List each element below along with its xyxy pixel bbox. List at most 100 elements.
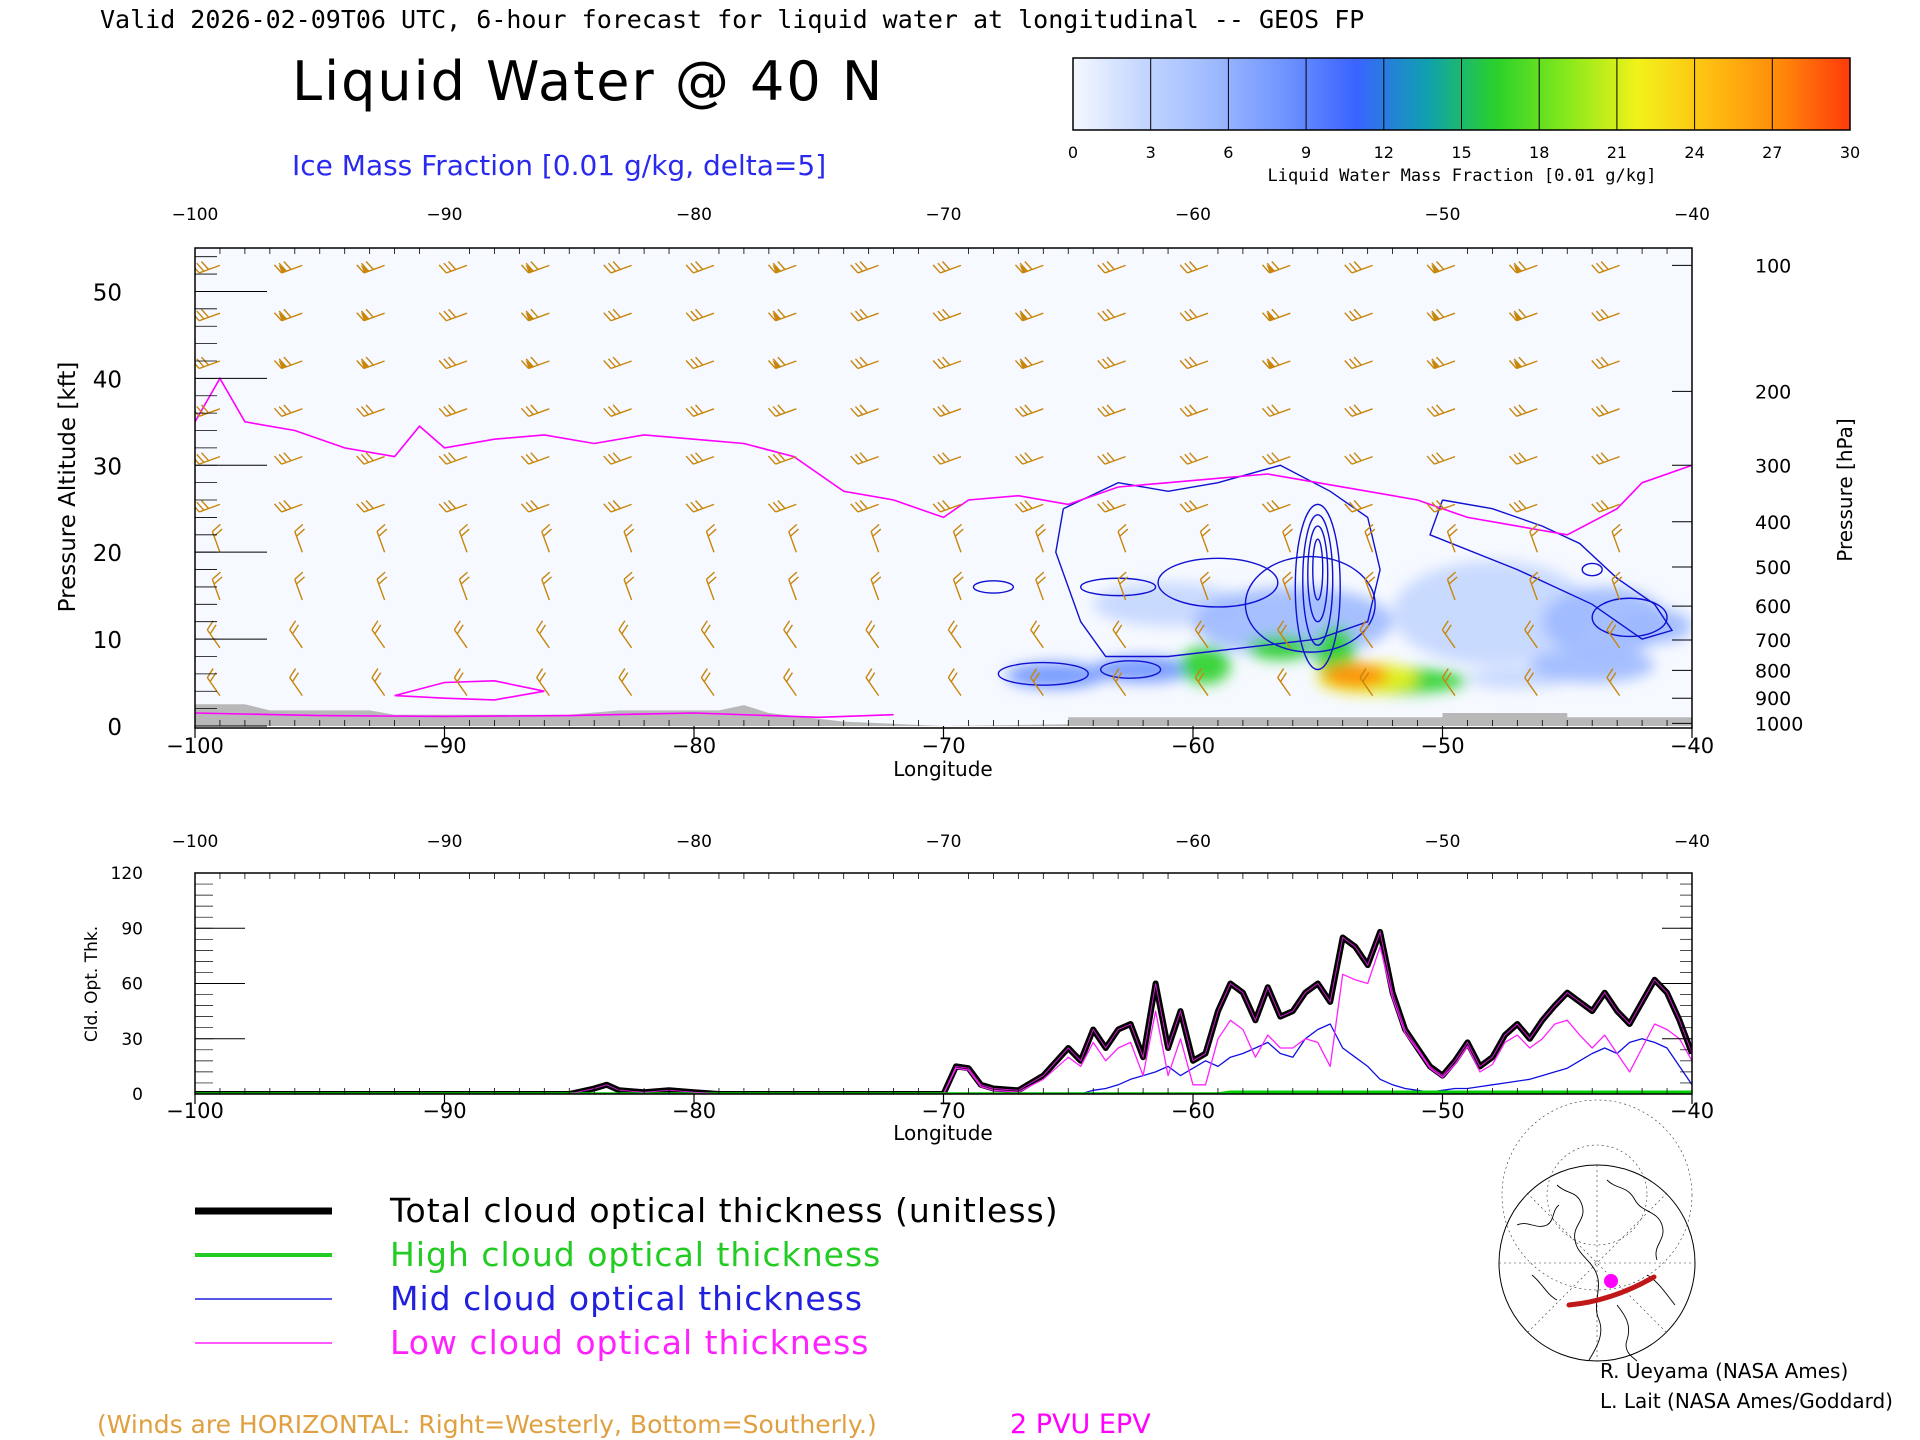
wind-barb	[952, 571, 964, 601]
wind-barb	[1359, 620, 1374, 649]
wind-barb	[1097, 404, 1126, 417]
wind-barb	[1591, 500, 1620, 513]
wind-barb	[1606, 620, 1621, 649]
wind-barb	[603, 500, 632, 513]
wind-barb	[1529, 523, 1540, 553]
wind-barb	[520, 452, 550, 465]
wind-barb	[273, 261, 303, 274]
wind-barb	[273, 452, 303, 465]
wind-barb	[700, 668, 715, 697]
top-y-tick-label: 40	[93, 367, 122, 393]
bottom-x-tick-label: −40	[1670, 1099, 1714, 1123]
wind-barb	[1344, 308, 1373, 322]
pressure-tick-label: 200	[1755, 381, 1791, 403]
wind-barb	[865, 668, 880, 697]
wind-barb	[1014, 261, 1044, 274]
wind-barb	[438, 356, 468, 370]
wind-barb	[1591, 261, 1620, 274]
wind-barb	[618, 668, 633, 697]
wind-barb	[541, 523, 552, 553]
bottom-x-tick-label-upper: −90	[427, 832, 463, 852]
ice-contour	[997, 661, 1089, 686]
wind-barb	[356, 452, 385, 465]
top-x-tick-label-upper: −70	[926, 205, 962, 225]
wind-barb	[1508, 356, 1538, 370]
wind-barb	[685, 404, 715, 417]
low-optical-thickness-line	[195, 946, 1692, 1094]
bottom-x-tick-label-upper: −70	[926, 832, 962, 852]
wind-barb	[1282, 523, 1293, 553]
wind-barb	[850, 404, 879, 417]
wind-barb	[1524, 668, 1538, 697]
wind-barb	[1199, 523, 1211, 553]
wind-barb	[767, 500, 797, 513]
colorbar-tick-label: 3	[1146, 143, 1156, 162]
bottom-y-tick-label: 30	[121, 1030, 143, 1050]
top-x-tick-label: −50	[1420, 734, 1464, 758]
wind-barb	[1194, 668, 1209, 697]
wind-barb	[438, 308, 468, 322]
bottom-x-tick-label: −70	[921, 1099, 965, 1123]
valid-line: Valid 2026-02-09T06 UTC, 6-hour forecast…	[100, 5, 1364, 34]
liquid-water-cell	[1529, 647, 1655, 683]
wind-barb	[273, 308, 303, 322]
wind-barb	[356, 308, 385, 322]
wind-barb	[1508, 452, 1538, 465]
wind-barb	[685, 500, 715, 513]
wind-barb	[850, 261, 879, 274]
pressure-tick-label: 800	[1755, 660, 1791, 682]
ice-contour	[1294, 503, 1341, 671]
wind-barb	[1591, 452, 1620, 465]
wind-barb	[932, 261, 962, 274]
colorbar-label: Liquid Water Mass Fraction [0.01 g/kg]	[1268, 166, 1657, 186]
wind-barb	[1097, 452, 1126, 465]
wind-barb	[1441, 668, 1456, 697]
wind-barb	[536, 668, 550, 697]
wind-barb	[1194, 620, 1209, 649]
ice-mass-label: Ice Mass Fraction [0.01 g/kg, delta=5]	[292, 149, 826, 182]
wind-barb	[603, 404, 632, 417]
wind-barb	[1097, 261, 1126, 274]
bottom-y-tick-label: 60	[121, 975, 143, 995]
wind-barb	[520, 261, 550, 274]
wind-barb	[1426, 452, 1456, 465]
pressure-tick-label: 400	[1755, 512, 1791, 534]
wind-barb	[767, 452, 797, 465]
wind-barb	[1606, 668, 1621, 697]
bottom-x-tick-label-upper: −80	[676, 832, 712, 852]
colorbar-tick-label: 15	[1451, 143, 1471, 162]
epv-low-contour	[394, 679, 545, 701]
liquid-water-cell	[1392, 560, 1593, 666]
bottom-x-tick-label-upper: −50	[1425, 832, 1461, 852]
wind-barb	[1179, 308, 1209, 322]
top-y-tick-label: 30	[93, 454, 122, 480]
top-y-tick-label: 0	[107, 715, 122, 741]
top-x-tick-label-upper: −80	[676, 205, 712, 225]
colorbar-tick-label: 30	[1840, 143, 1860, 162]
wind-barb	[1508, 404, 1538, 417]
wind-barb	[623, 523, 635, 553]
wind-barb	[1426, 261, 1456, 274]
wind-barb	[1277, 668, 1291, 697]
wind-barb	[1199, 571, 1211, 601]
wind-barb	[1364, 571, 1376, 601]
wind-barb	[1344, 500, 1373, 513]
wind-barb	[932, 452, 962, 465]
colorbar-tick-label: 18	[1529, 143, 1549, 162]
inset-map	[1498, 1099, 1696, 1362]
map-graticule	[1499, 1099, 1695, 1361]
wind-barb	[932, 308, 962, 322]
wind-barb	[1261, 308, 1291, 322]
wind-barb	[947, 668, 962, 697]
top-x-tick-label-upper: −100	[172, 205, 219, 225]
wind-barb	[788, 571, 799, 601]
ice-contour-outer	[1055, 464, 1381, 658]
wind-barb	[618, 620, 633, 649]
wind-barb	[870, 523, 882, 553]
wind-barb	[1179, 500, 1209, 513]
wind-barb	[685, 356, 715, 370]
legend-label: Mid cloud optical thickness	[390, 1279, 863, 1318]
top-y-tick-label: 10	[93, 628, 122, 654]
top-y-tick-label: 50	[93, 280, 122, 306]
wind-barb	[1282, 571, 1293, 601]
